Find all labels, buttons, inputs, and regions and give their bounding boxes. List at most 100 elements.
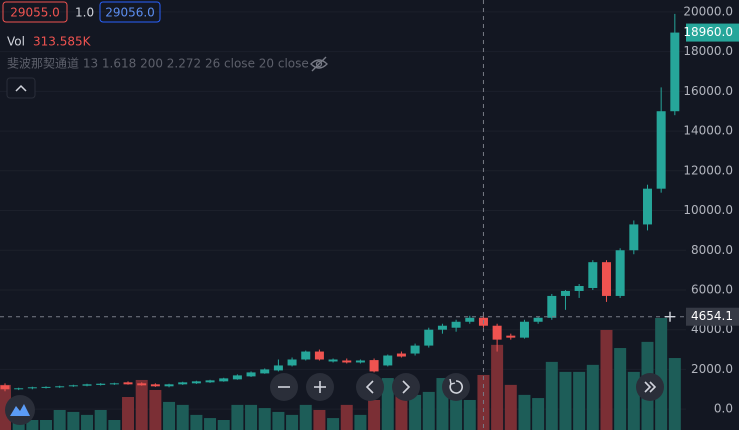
volume-bar: [149, 389, 162, 430]
candle-body: [437, 325, 447, 330]
y-tick-label: 18000.0: [683, 44, 733, 58]
volume-bar: [491, 344, 504, 430]
volume-bar: [532, 398, 545, 430]
volume-bar: [299, 404, 312, 430]
volume-bar: [286, 414, 299, 430]
close-box: [99, 1, 161, 23]
volume-bar: [518, 394, 531, 430]
candle-body: [273, 365, 283, 371]
candle-body: [465, 317, 475, 322]
crosshair-price-label: 4654.1: [691, 309, 733, 323]
candle-body: [560, 290, 570, 296]
candle-body: [656, 111, 666, 189]
price-axis: 0.02000.04000.06000.08000.010000.012000.…: [683, 0, 739, 430]
volume-bar: [614, 348, 627, 430]
candle-body: [27, 387, 37, 389]
volume-bar: [135, 379, 148, 430]
candle-body: [41, 386, 51, 388]
zoom-out-button[interactable]: [270, 373, 298, 401]
hide-icon[interactable]: [310, 56, 328, 72]
candle-body: [424, 329, 434, 346]
volume-bar: [26, 419, 39, 430]
candle-body: [109, 383, 119, 385]
volume-bar: [40, 419, 53, 430]
volume-bar: [655, 318, 668, 430]
candle-body: [396, 353, 406, 357]
candle-body: [410, 345, 420, 354]
candle-body: [96, 383, 106, 385]
collapse-button[interactable]: [6, 77, 36, 99]
candle-body: [82, 384, 92, 386]
candle-body: [670, 32, 680, 112]
candle-body: [355, 360, 365, 363]
candle-body: [55, 386, 65, 388]
volume-bar: [217, 419, 230, 430]
volume-bar: [258, 408, 271, 430]
volume-bar: [368, 399, 381, 430]
candle-body: [533, 317, 543, 322]
volume-bar: [504, 384, 517, 430]
volume-bar: [327, 418, 340, 430]
candle-body: [260, 369, 270, 374]
candle-body: [314, 351, 324, 360]
candle-body: [492, 325, 502, 340]
volume-bar: [272, 411, 285, 430]
indicator-label: 斐波那契通道 13 1.618 200 2.272 26 close 20 cl…: [7, 57, 309, 71]
candle-body: [574, 286, 584, 291]
grid: [0, 11, 686, 410]
candle-body: [150, 384, 160, 387]
volume-bar: [81, 414, 94, 430]
volume-bar: [354, 414, 367, 430]
candle-body: [287, 359, 297, 366]
volume-bar: [463, 399, 476, 430]
volume-bar: [108, 419, 121, 430]
y-tick-label: 16000.0: [683, 84, 733, 98]
candle-body: [191, 381, 201, 384]
volume-bar: [245, 404, 258, 430]
candle-body: [246, 372, 256, 377]
candle-body: [547, 295, 557, 318]
last-price-box: [686, 23, 739, 42]
y-tick-label: 20000.0: [683, 4, 733, 18]
volume-bar: [381, 378, 394, 430]
volume-bar: [231, 404, 244, 430]
volume-bar: [559, 371, 572, 430]
volume-bar: [422, 391, 435, 430]
candle-body: [506, 335, 516, 338]
candle-body: [369, 360, 379, 372]
volume-bar: [163, 401, 176, 430]
legend-open: 29055.0: [10, 6, 60, 20]
volume-bar: [600, 329, 613, 430]
y-tick-label: 8000.0: [691, 243, 733, 257]
candle-body: [301, 351, 311, 360]
scroll-right-button[interactable]: [392, 373, 420, 401]
candle-body: [642, 188, 652, 225]
zoom-in-button[interactable]: [306, 373, 334, 401]
candle-body: [615, 250, 625, 296]
candle-body: [451, 321, 461, 328]
volume-bar: [204, 418, 217, 430]
candle-body: [342, 360, 352, 363]
candle-body: [14, 388, 24, 390]
volume-bar: [94, 409, 107, 430]
volume-bar: [450, 392, 463, 430]
candle-body: [164, 384, 174, 387]
volume-bar: [409, 394, 422, 430]
volume-bar: [545, 361, 558, 430]
volume-bar: [176, 404, 189, 430]
scroll-left-button[interactable]: [356, 373, 384, 401]
reset-button[interactable]: [442, 373, 470, 401]
logo[interactable]: [5, 395, 35, 425]
legend-close: 29056.0: [105, 6, 155, 20]
volume-layer: [0, 318, 681, 430]
last-price-label: 18960.0: [683, 25, 733, 39]
y-tick-label: 0.0: [714, 402, 733, 416]
volume-bar: [67, 411, 80, 430]
candle-body: [178, 382, 188, 385]
axis-background: [686, 0, 739, 430]
volume-bar: [340, 404, 353, 430]
scroll-to-end-button[interactable]: [636, 373, 664, 401]
legend-step: 1.0: [75, 6, 94, 20]
candle-body: [328, 359, 338, 362]
